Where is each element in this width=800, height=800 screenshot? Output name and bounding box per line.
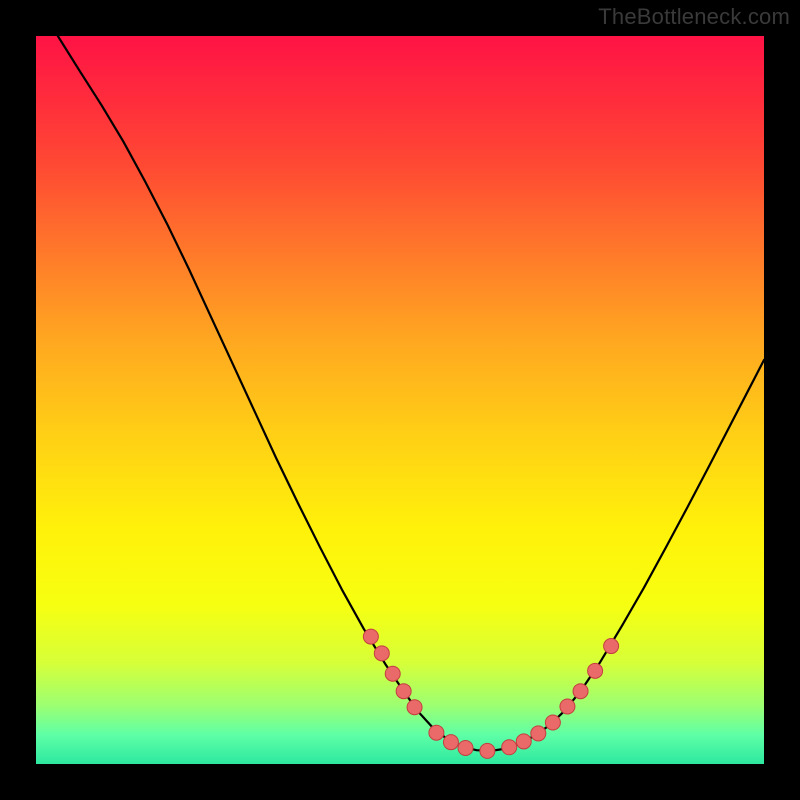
gradient-background [36,36,764,764]
chart-frame: TheBottleneck.com [0,0,800,800]
curve-marker [458,740,473,755]
curve-marker [385,666,400,681]
curve-marker [545,715,560,730]
curve-marker [516,734,531,749]
curve-marker [396,684,411,699]
curve-marker [480,743,495,758]
curve-marker [374,646,389,661]
plot-area [36,36,764,764]
curve-marker [560,699,575,714]
curve-marker [573,684,588,699]
curve-marker [407,700,422,715]
curve-marker [588,663,603,678]
curve-marker [604,639,619,654]
curve-marker [363,629,378,644]
curve-marker [443,735,458,750]
curve-marker [429,725,444,740]
curve-marker [531,726,546,741]
bottleneck-curve-chart [36,36,764,764]
curve-marker [502,740,517,755]
watermark-text: TheBottleneck.com [598,4,790,30]
